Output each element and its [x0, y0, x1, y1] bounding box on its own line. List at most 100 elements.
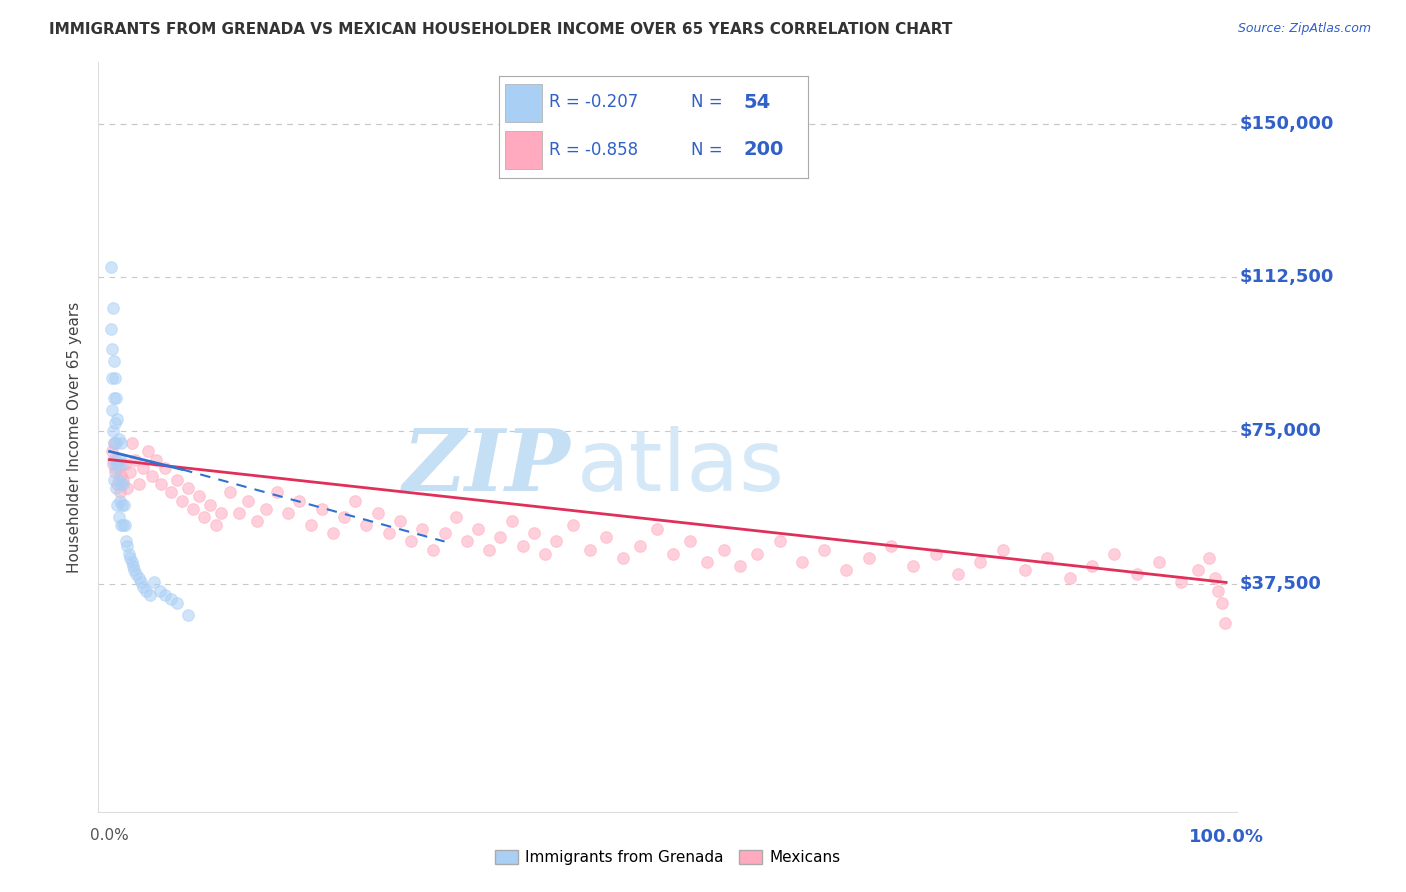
Point — [112, 498, 135, 512]
Point — [100, 321, 122, 335]
Point — [1081, 559, 1104, 574]
Point — [1187, 563, 1209, 577]
Point — [166, 473, 188, 487]
Point — [111, 498, 134, 512]
Point — [101, 424, 124, 438]
Point — [333, 510, 356, 524]
Point — [160, 485, 183, 500]
Point — [129, 575, 152, 590]
Point — [132, 580, 155, 594]
Point — [219, 485, 242, 500]
Point — [101, 342, 124, 356]
Point — [107, 510, 129, 524]
Point — [172, 493, 194, 508]
Point — [1204, 571, 1226, 585]
Point — [501, 514, 523, 528]
Point — [969, 555, 991, 569]
Point — [1014, 563, 1036, 577]
FancyBboxPatch shape — [505, 84, 543, 122]
Point — [128, 477, 150, 491]
Point — [444, 510, 467, 524]
Point — [1147, 555, 1170, 569]
Point — [110, 518, 132, 533]
Point — [107, 411, 129, 425]
Point — [946, 567, 969, 582]
Point — [228, 506, 250, 520]
Point — [121, 555, 143, 569]
Point — [107, 432, 129, 446]
Point — [101, 403, 124, 417]
Point — [101, 301, 124, 315]
Text: R = -0.858: R = -0.858 — [548, 141, 638, 159]
Point — [105, 452, 128, 467]
Point — [578, 542, 600, 557]
Point — [1036, 550, 1059, 565]
Point — [322, 526, 344, 541]
Point — [122, 559, 145, 574]
Point — [107, 477, 129, 491]
Point — [105, 391, 128, 405]
Point — [713, 542, 735, 557]
Point — [108, 485, 131, 500]
Point — [422, 542, 444, 557]
Point — [125, 567, 148, 582]
Point — [204, 518, 226, 533]
Point — [107, 498, 129, 512]
Text: $75,000: $75,000 — [1240, 422, 1322, 440]
Point — [166, 596, 188, 610]
Point — [456, 534, 478, 549]
Point — [1211, 596, 1233, 610]
Text: N =: N = — [690, 94, 728, 112]
Point — [183, 501, 205, 516]
Point — [209, 506, 232, 520]
Point — [991, 542, 1014, 557]
Point — [595, 530, 617, 544]
Point — [467, 522, 489, 536]
Point — [139, 588, 162, 602]
Point — [177, 481, 200, 495]
Point — [149, 477, 172, 491]
Point — [100, 260, 122, 275]
Point — [104, 465, 127, 479]
Point — [612, 550, 634, 565]
Point — [128, 571, 150, 585]
Point — [114, 518, 136, 533]
Point — [266, 485, 288, 500]
Point — [108, 493, 131, 508]
Point — [122, 563, 145, 577]
Text: Source: ZipAtlas.com: Source: ZipAtlas.com — [1237, 22, 1371, 36]
Point — [110, 436, 132, 450]
Text: IMMIGRANTS FROM GRENADA VS MEXICAN HOUSEHOLDER INCOME OVER 65 YEARS CORRELATION : IMMIGRANTS FROM GRENADA VS MEXICAN HOUSE… — [49, 22, 953, 37]
Point — [132, 460, 155, 475]
Point — [747, 547, 769, 561]
Point — [101, 452, 124, 467]
Point — [790, 555, 813, 569]
Point — [377, 526, 399, 541]
Point — [236, 493, 259, 508]
Point — [111, 518, 134, 533]
Point — [160, 591, 183, 606]
Point — [546, 534, 568, 549]
Point — [433, 526, 456, 541]
Point — [107, 457, 129, 471]
Point — [1059, 571, 1081, 585]
Point — [768, 534, 790, 549]
Point — [561, 518, 585, 533]
Point — [254, 501, 277, 516]
Point — [679, 534, 702, 549]
Text: $150,000: $150,000 — [1240, 115, 1334, 133]
Point — [117, 481, 139, 495]
Point — [534, 547, 557, 561]
Point — [103, 436, 125, 450]
Point — [155, 588, 177, 602]
Text: $112,500: $112,500 — [1240, 268, 1334, 286]
Point — [101, 370, 124, 384]
Point — [187, 490, 209, 504]
Text: 0.0%: 0.0% — [90, 828, 129, 843]
Point — [512, 539, 534, 553]
Point — [115, 534, 138, 549]
Point — [311, 501, 333, 516]
Point — [344, 493, 367, 508]
Point — [662, 547, 685, 561]
Point — [696, 555, 718, 569]
